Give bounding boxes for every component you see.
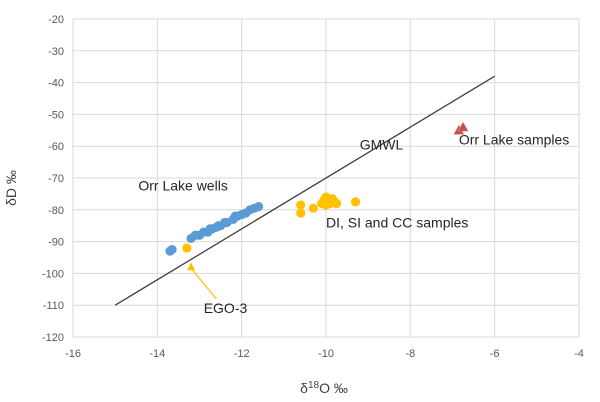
gmwl-layer <box>114 75 496 306</box>
x-tick-label: -8 <box>405 348 415 360</box>
y-axis-label: δD ‰ <box>3 170 19 206</box>
dsc-sample-point <box>296 200 306 210</box>
annotations-layer: GMWL Orr Lake samples Orr Lake wells DI, SI… <box>138 132 569 317</box>
y-tick-label: -110 <box>43 300 64 312</box>
y-tick-label: -50 <box>48 109 64 121</box>
dsc-sample-point <box>308 203 318 213</box>
y-tick-label: -120 <box>42 332 64 344</box>
y-tick-label: -70 <box>48 173 64 185</box>
x-tick-label: -12 <box>234 348 250 360</box>
ego3-arrow-line <box>190 267 217 300</box>
annotation-ego3: EGO-3 <box>204 300 248 316</box>
y-tick-label: -80 <box>48 205 64 217</box>
points-layer <box>165 121 469 256</box>
dsc-sample-point <box>182 243 192 253</box>
annotation-wells: Orr Lake wells <box>138 178 227 194</box>
x-tick-label: -16 <box>65 348 81 360</box>
x-tick-label: -10 <box>318 348 334 360</box>
annotation-dsc: DI, SI and CC samples <box>326 214 468 230</box>
well-point <box>253 202 264 212</box>
annotation-gmwl: GMWL <box>360 136 404 152</box>
y-tick-label: -90 <box>48 237 64 249</box>
annotation-lake: Orr Lake samples <box>459 132 569 148</box>
gmwl-line <box>114 75 496 306</box>
x-tick-label: -14 <box>149 348 165 360</box>
y-tick-label: -20 <box>48 14 64 26</box>
ego3-arrow-head <box>187 262 196 271</box>
dsc-sample-point <box>296 208 306 218</box>
axes: -120 -110 -100 -90 -80 -70 -60 -50 -40 -30 -20 -16 -… <box>42 14 584 360</box>
well-point <box>167 244 177 255</box>
dsc-sample-point <box>331 198 342 209</box>
x-axis-label: δ18O ‰ <box>300 380 348 396</box>
x-tick-label: -4 <box>574 348 584 360</box>
y-tick-label: -30 <box>48 46 64 58</box>
dsc-sample-point <box>350 197 361 207</box>
x-tick-label: -6 <box>490 348 500 360</box>
y-tick-label: -40 <box>48 78 64 90</box>
y-tick-label: -60 <box>48 141 64 153</box>
y-tick-label: -100 <box>42 268 64 280</box>
lake-sample-point <box>457 121 469 132</box>
